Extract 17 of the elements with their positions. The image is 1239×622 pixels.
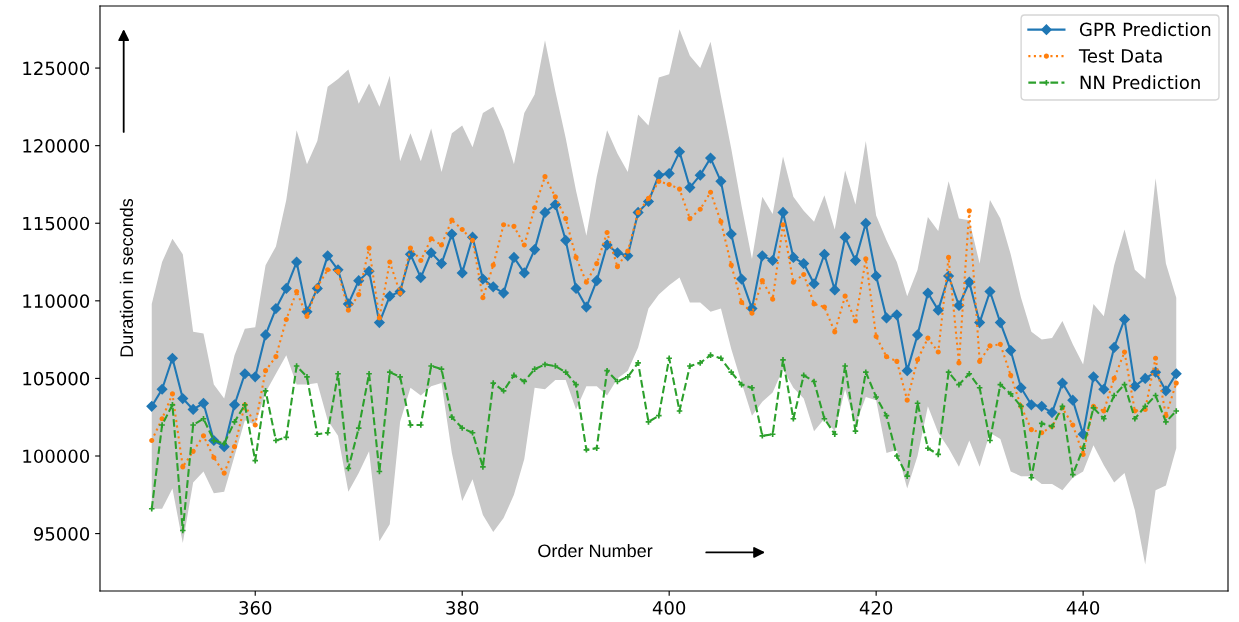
- legend-label: Test Data: [1078, 49, 1162, 63]
- x-axis-title: Order Number: [538, 543, 653, 558]
- x-tick-label: 360: [239, 601, 272, 615]
- y-axis-title: Duration in seconds: [119, 198, 134, 357]
- legend-label: NN Prediction: [1080, 75, 1200, 90]
- y-tick-label: 125000: [23, 61, 90, 76]
- x-tick-label: 400: [652, 601, 686, 615]
- y-tick-label: 120000: [23, 139, 90, 153]
- y-tick-label: 95000: [33, 527, 90, 541]
- x-tick-label: 380: [446, 601, 479, 615]
- legend-label: GPR Prediction: [1079, 22, 1211, 37]
- x-tick-label: 440: [1066, 601, 1100, 615]
- x-tick-label: 420: [859, 601, 893, 615]
- y-tick-label: 105000: [23, 371, 90, 386]
- y-tick-label: 110000: [23, 294, 90, 308]
- y-tick-label: 115000: [23, 216, 90, 231]
- y-tick-label: 100000: [23, 449, 90, 464]
